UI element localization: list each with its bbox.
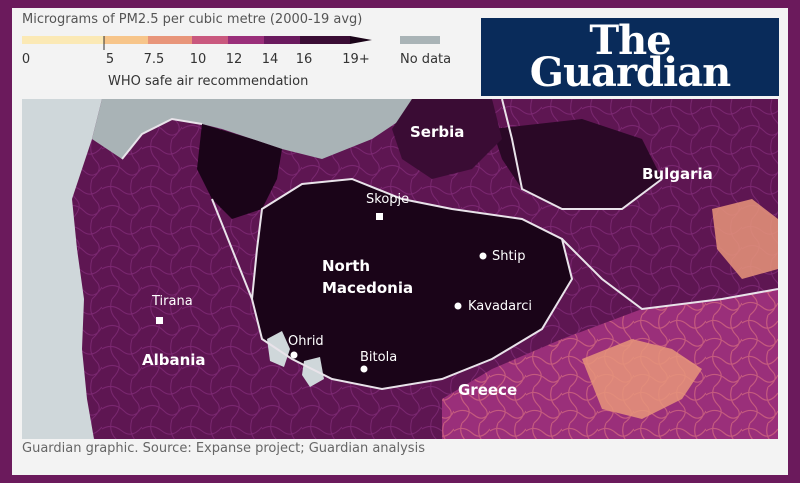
label-ohrid: Ohrid	[288, 334, 324, 349]
dark-region-bulgaria-west	[492, 119, 662, 209]
label-kavadarci: Kavadarci	[468, 299, 532, 314]
legend-swatch-6	[300, 36, 350, 44]
skopje-marker	[376, 213, 383, 220]
bitola-marker	[360, 365, 368, 373]
label-bulgaria: Bulgaria	[642, 165, 713, 183]
label-albania: Albania	[142, 351, 206, 369]
lake-prespa	[302, 357, 324, 387]
ohrid-marker	[290, 351, 298, 359]
label-north: North	[322, 257, 370, 275]
no-data-swatch	[400, 36, 440, 44]
label-macedonia: Macedonia	[322, 279, 413, 297]
legend-tick-14: 14	[261, 52, 279, 67]
dark-region-serbia	[392, 99, 502, 179]
who-recommendation-label: WHO safe air recommendation	[108, 74, 309, 89]
label-greece: Greece	[458, 381, 517, 399]
tirana-marker	[156, 317, 163, 324]
label-bitola: Bitola	[360, 350, 397, 365]
legend-swatch-5	[264, 36, 300, 44]
source-caption: Guardian graphic. Source: Expanse projec…	[22, 441, 425, 456]
label-tirana: Tirana	[151, 294, 193, 309]
legend: Micrograms of PM2.5 per cubic metre (200…	[12, 8, 472, 98]
legend-swatch-2	[148, 36, 192, 44]
dark-region-kosovo	[197, 124, 282, 219]
kavadarci-marker	[454, 302, 462, 310]
label-skopje: Skopje	[366, 192, 409, 207]
guardian-logo: The Guardian	[481, 18, 779, 96]
greece-orange-patches	[582, 339, 702, 419]
adriatic-sea	[22, 99, 102, 439]
map-graphic: Micrograms of PM2.5 per cubic metre (200…	[12, 8, 788, 475]
legend-tick-16: 16	[295, 52, 313, 67]
shtip-marker	[479, 252, 487, 260]
legend-arrow	[350, 36, 372, 44]
legend-tick-19: 19+	[342, 52, 370, 67]
bulgaria-orange-patch	[712, 199, 778, 279]
label-shtip: Shtip	[492, 249, 525, 264]
legend-swatch-0	[22, 36, 104, 44]
legend-color-bar	[22, 36, 372, 50]
legend-swatch-4	[228, 36, 264, 44]
no-data-label: No data	[400, 52, 452, 67]
legend-swatch-3	[192, 36, 228, 44]
legend-tick-7-5: 7.5	[143, 52, 165, 67]
pollution-map: Serbia Bulgaria North Macedonia Albania …	[22, 99, 778, 439]
legend-tick-10: 10	[189, 52, 207, 67]
dark-region-north-macedonia	[252, 179, 572, 389]
legend-tick-12: 12	[225, 52, 243, 67]
no-data-region-north	[92, 99, 412, 159]
logo-line-2: Guardian	[529, 49, 731, 96]
legend-tick-5: 5	[105, 52, 115, 67]
label-serbia: Serbia	[410, 123, 464, 141]
country-borders	[121, 99, 778, 391]
legend-tick-0: 0	[21, 52, 31, 67]
legend-swatch-1	[104, 36, 148, 44]
logo-line-1: The	[589, 17, 671, 64]
legend-title: Micrograms of PM2.5 per cubic metre (200…	[22, 12, 363, 27]
